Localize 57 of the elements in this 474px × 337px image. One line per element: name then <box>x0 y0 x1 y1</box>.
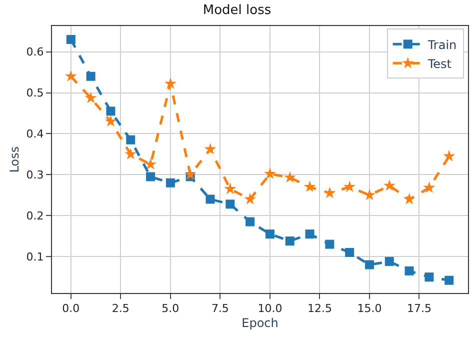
point <box>126 135 136 144</box>
x-tick-label: 15.0 <box>357 302 382 316</box>
point <box>144 158 157 170</box>
point <box>364 260 374 270</box>
x-tick-label: 12.5 <box>307 302 332 316</box>
point <box>246 217 255 226</box>
point <box>204 142 216 154</box>
point <box>404 266 414 276</box>
x-tick-label: 17.5 <box>406 302 432 316</box>
point <box>164 77 176 89</box>
x-tick-label: 2.5 <box>112 302 130 316</box>
point <box>305 230 314 239</box>
y-tick-label: 0.5 <box>26 86 44 100</box>
legend-label: Train <box>426 38 457 52</box>
x-tick-label: 7.5 <box>211 302 229 316</box>
point <box>104 115 117 127</box>
y-axis-title: Loss <box>8 146 22 173</box>
point <box>344 180 356 192</box>
point <box>325 240 334 249</box>
point <box>84 92 97 104</box>
point <box>206 194 215 204</box>
point <box>345 248 354 257</box>
y-tick-label: 0.2 <box>26 209 44 222</box>
point <box>264 168 276 179</box>
point <box>226 200 235 209</box>
point <box>423 181 436 193</box>
chart-title: Model loss <box>202 3 272 18</box>
y-tick-label: 0.3 <box>26 168 44 182</box>
point <box>124 148 137 160</box>
point <box>403 192 416 204</box>
point <box>324 186 336 198</box>
point <box>265 230 274 239</box>
point <box>444 276 454 285</box>
x-tick-label: 10.0 <box>258 302 282 316</box>
point <box>146 172 156 182</box>
point <box>424 272 434 282</box>
point <box>383 179 396 191</box>
point <box>384 256 394 266</box>
x-axis-title: Epoch <box>242 316 278 330</box>
x-tick-label: 5.0 <box>162 302 180 316</box>
point <box>106 106 116 116</box>
point <box>285 236 294 246</box>
point <box>284 171 296 183</box>
point <box>64 70 77 82</box>
point <box>184 168 196 180</box>
legend-label: Test <box>426 56 452 71</box>
point <box>244 192 256 204</box>
point <box>443 150 456 162</box>
point <box>304 180 316 192</box>
point <box>166 178 175 188</box>
y-tick-label: 0.6 <box>26 46 44 59</box>
point <box>86 72 96 81</box>
point <box>224 182 236 194</box>
point <box>66 35 76 44</box>
y-tick-label: 0.4 <box>26 128 44 141</box>
x-tick-label: 0.0 <box>62 302 80 316</box>
y-tick-label: 0.1 <box>26 250 44 264</box>
